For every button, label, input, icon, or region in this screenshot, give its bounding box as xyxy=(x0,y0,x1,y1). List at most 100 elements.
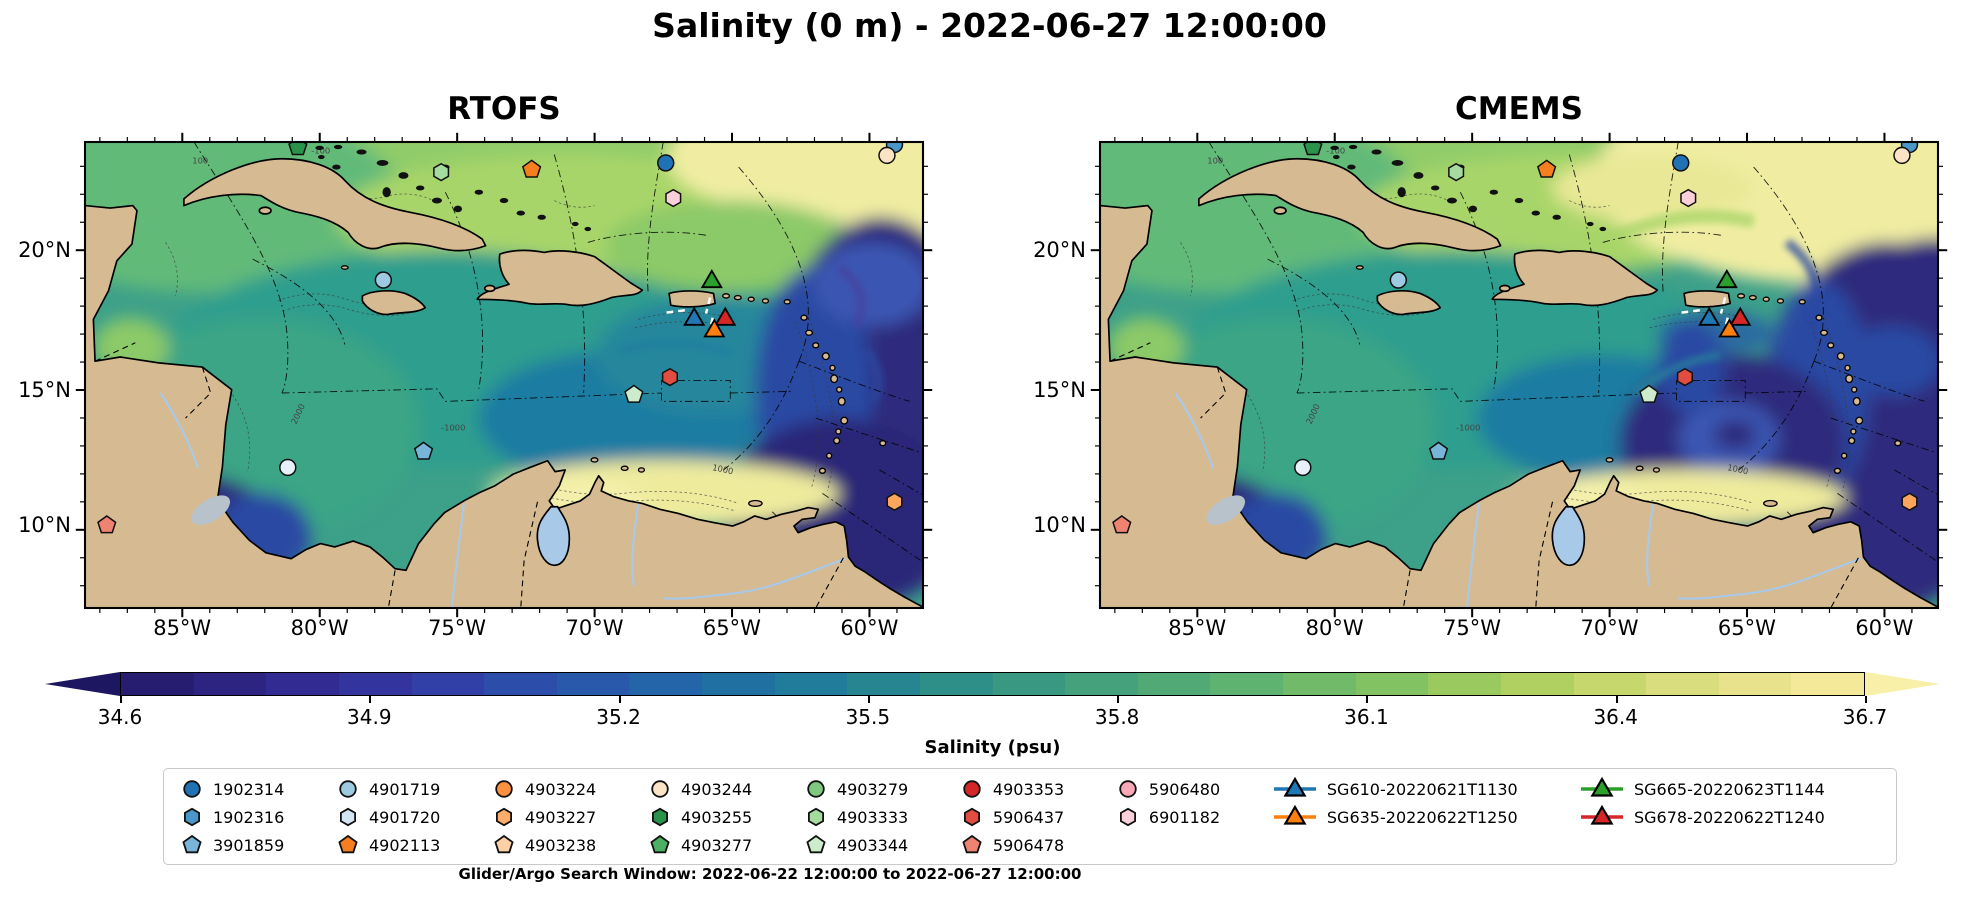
legend-label: 4903333 xyxy=(836,807,909,827)
lon-tick-label: 85°W xyxy=(1168,616,1227,640)
colorbar-tick xyxy=(120,696,122,703)
glider-legend-marker xyxy=(1580,805,1623,825)
legend-item: 4903238 xyxy=(492,831,648,859)
legend-item: SG635-20220622T1250 xyxy=(1272,803,1579,831)
lon-tick-label: 60°W xyxy=(840,616,899,640)
legend-item: 3901859 xyxy=(180,831,336,859)
legend-item: 4903333 xyxy=(804,803,960,831)
legend-label: SG678-20220622T1240 xyxy=(1633,807,1825,827)
colorbar-tick xyxy=(1615,696,1618,703)
legend-column: 4903279 4903333 4903344 xyxy=(804,775,960,859)
legend-item: 4903244 xyxy=(648,775,804,803)
figure-title: Salinity (0 m) - 2022-06-27 12:00:00 xyxy=(652,6,1327,45)
colorbar-band xyxy=(1646,673,1719,695)
colorbar-tick xyxy=(1117,696,1120,703)
legend-item: 4903277 xyxy=(648,831,804,859)
pentagon-legend-marker xyxy=(806,834,826,854)
legend-label: 4903244 xyxy=(680,779,753,799)
legend-label: 4903353 xyxy=(992,779,1065,799)
legend-item: 1902316 xyxy=(180,803,336,831)
hexagon-legend-marker xyxy=(807,807,824,827)
colorbar-tick-label: 36.7 xyxy=(1842,705,1888,729)
eddy-swirls-rtofs xyxy=(620,264,884,404)
colorbar-band xyxy=(847,673,920,695)
lon-tick-label: 75°W xyxy=(1443,616,1502,640)
legend-item: 4903227 xyxy=(492,803,648,831)
colorbar-tick-label: 35.8 xyxy=(1094,705,1140,729)
colorbar-band xyxy=(1137,673,1211,695)
pentagon-legend-marker xyxy=(650,834,670,854)
map-panel-cmems: CMEMS xyxy=(1033,91,1948,640)
lon-tick-label: 65°W xyxy=(702,616,761,640)
map-panel-rtofs: RTOFS xyxy=(18,91,933,640)
colorbar-label: Salinity (psu) xyxy=(924,737,1061,758)
legend-label: 4903227 xyxy=(524,807,597,827)
colorbar-tick-label: 35.5 xyxy=(845,705,891,729)
lat-tick-label: 15°N xyxy=(18,377,71,402)
colorbar-band xyxy=(1355,673,1429,695)
legend-item: 4903353 xyxy=(960,775,1116,803)
legend-item: 5906478 xyxy=(960,831,1116,859)
legend-column: 1902314 1902316 3901859 xyxy=(180,775,336,859)
colorbar-band xyxy=(1065,673,1138,695)
circle-legend-marker xyxy=(1119,780,1137,798)
colorbar-tick xyxy=(1366,696,1369,703)
legend-label: 5906480 xyxy=(1148,779,1221,799)
colorbar-extend-min-arrow xyxy=(45,672,120,696)
colorbar-band xyxy=(121,673,194,695)
lon-tick-label: 80°W xyxy=(290,616,349,640)
lat-tick-label: 10°N xyxy=(1033,513,1086,538)
colorbar-band xyxy=(919,673,993,695)
colorbar-tick-label: 36.4 xyxy=(1593,705,1638,729)
lon-tick-label: 80°W xyxy=(1305,616,1364,640)
colorbar-band xyxy=(702,673,775,695)
legend-column: 4903244 4903255 4903277 xyxy=(648,775,804,859)
legend-label: 4903238 xyxy=(524,835,597,855)
pentagon-legend-marker xyxy=(182,834,202,854)
legend-column: SG665-20220623T1144 SG678-20220622T1240 xyxy=(1579,775,1886,831)
legend-item: SG610-20220621T1130 xyxy=(1272,775,1579,803)
colorbar-tick xyxy=(369,696,372,703)
legend-label: 4903255 xyxy=(680,807,753,827)
legend-label: 4903277 xyxy=(680,835,753,855)
glider-legend-marker xyxy=(1273,777,1316,797)
legend-item: SG665-20220623T1144 xyxy=(1579,775,1886,803)
legend-label: 6901182 xyxy=(1148,807,1221,827)
legend-item: 4903224 xyxy=(492,775,648,803)
legend-item: 4901720 xyxy=(336,803,492,831)
hexagon-legend-marker xyxy=(495,807,512,827)
legend-label: 1902316 xyxy=(213,807,285,827)
glider-legend-marker xyxy=(1580,777,1623,797)
legend-column: 4901719 4901720 4902113 xyxy=(336,775,492,859)
hexagon-legend-marker xyxy=(651,807,668,827)
panel-title-rtofs: RTOFS xyxy=(447,91,561,127)
colorbar-tick-label: 35.2 xyxy=(596,705,641,729)
hexagon-legend-marker xyxy=(963,807,980,827)
legend-item: 1902314 xyxy=(180,775,336,803)
lon-tick-label: 75°W xyxy=(428,616,487,640)
legend-box: 1902314 1902316 3901859 4901719 4901720 49021… xyxy=(163,768,1897,865)
legend-label: 3901859 xyxy=(213,835,285,855)
circle-legend-marker xyxy=(495,780,513,798)
legend-item: 6901182 xyxy=(1116,803,1272,831)
legend-item: 5906437 xyxy=(960,803,1116,831)
circle-legend-marker xyxy=(183,780,201,798)
colorbar-tick-label: 34.6 xyxy=(97,705,143,729)
glider-legend-marker xyxy=(1273,805,1316,825)
lon-tick-label: 85°W xyxy=(153,616,212,640)
legend-item: SG678-20220622T1240 xyxy=(1579,803,1886,831)
colorbar-band xyxy=(193,673,267,695)
circle-legend-marker xyxy=(807,780,825,798)
legend-item: 4902113 xyxy=(336,831,492,859)
colorbar-extend-max-arrow xyxy=(1865,672,1940,696)
legend-label: 4903344 xyxy=(836,835,909,855)
lon-tick-label: 70°W xyxy=(565,616,624,640)
colorbar-band xyxy=(1210,673,1283,695)
panel-title-cmems: CMEMS xyxy=(1455,91,1583,127)
colorbar-tick-label: 34.9 xyxy=(347,705,392,729)
colorbar-band xyxy=(1573,673,1647,695)
lon-tick-label: 70°W xyxy=(1580,616,1639,640)
colorbar-band xyxy=(1791,673,1864,695)
map-frame xyxy=(83,140,925,610)
